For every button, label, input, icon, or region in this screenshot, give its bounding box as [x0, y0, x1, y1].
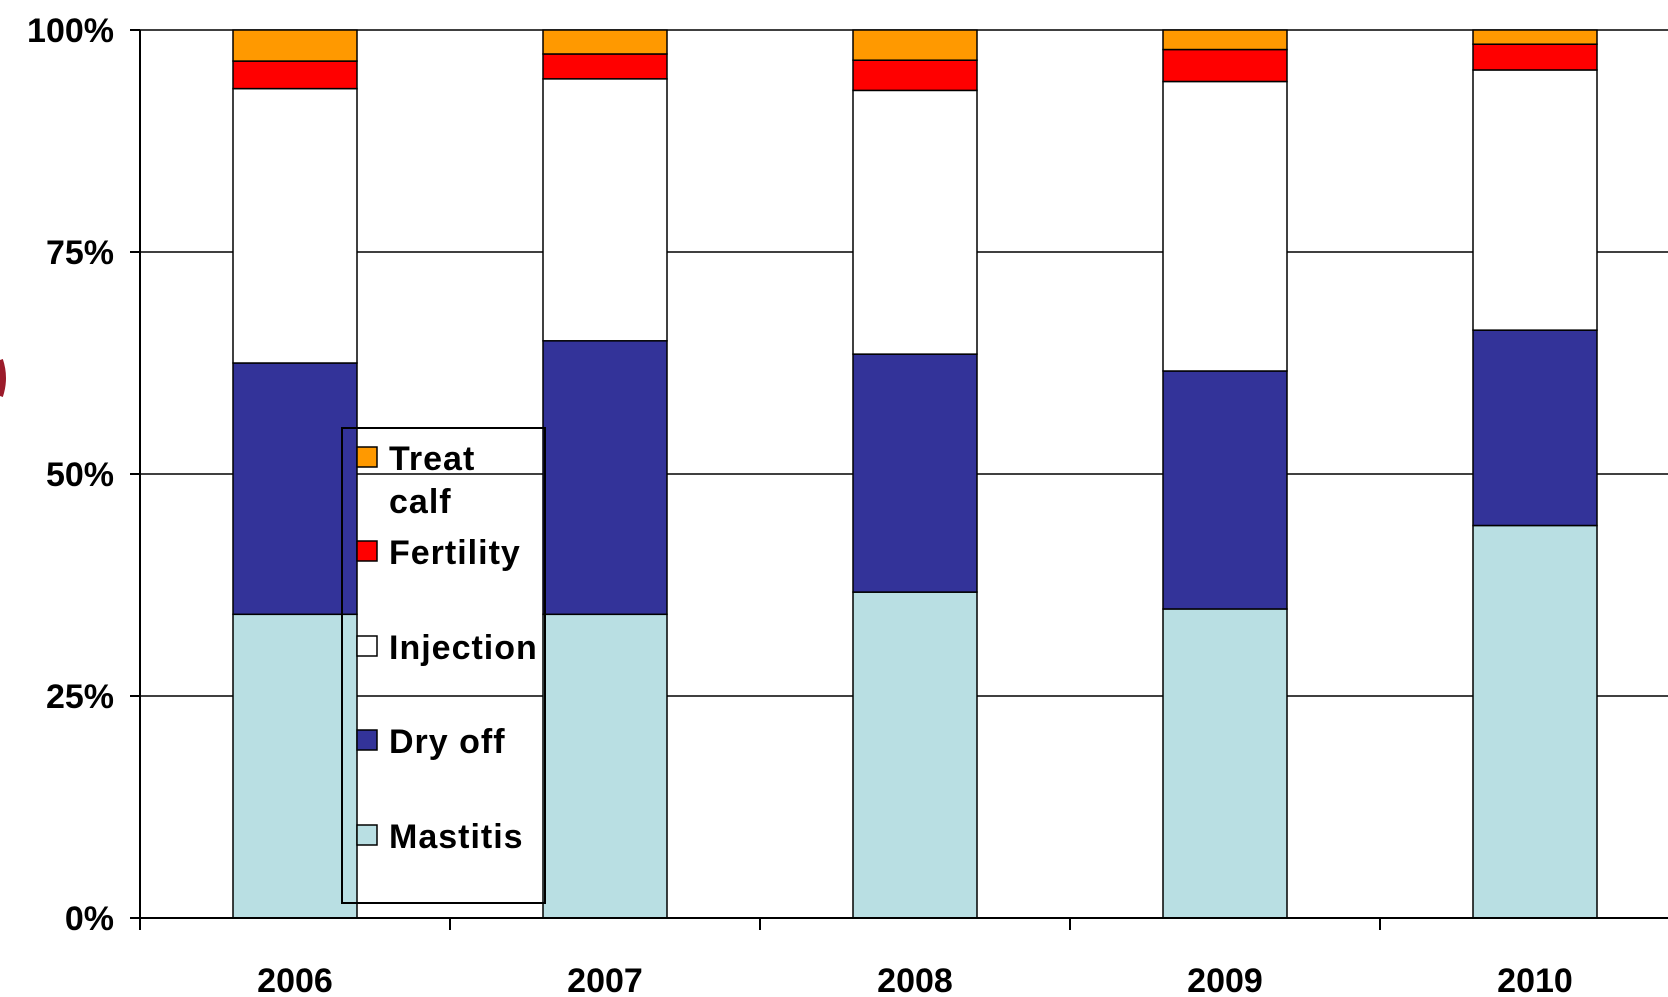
y-tick-labels: 0% 25% 50% 75% 100% [27, 12, 114, 938]
bar-stack-2008 [852, 29, 978, 919]
bar-segment-fertility [1162, 48, 1288, 83]
bars [232, 29, 1598, 919]
bar-segment-fertility [232, 60, 358, 90]
bar-segment-fertility [852, 59, 978, 92]
bar-stack-2007 [542, 29, 668, 919]
y-tick-label: 75% [46, 234, 114, 272]
legend-label-mastitis: Mastitis [389, 818, 524, 856]
bar-segment-treat-calf [1472, 29, 1598, 45]
edge-decoration [0, 359, 6, 397]
x-tick-label: 2007 [567, 962, 643, 997]
bar-segment-fertility [542, 53, 668, 80]
bar-segment-injection [852, 89, 978, 355]
y-tick-label: 25% [46, 678, 114, 716]
bar-segment-mastitis [542, 613, 668, 919]
x-tick-label: 2006 [257, 962, 333, 997]
bar-segment-injection [232, 87, 358, 364]
bar-segment-dry-off [1472, 329, 1598, 527]
x-tick-label: 2008 [877, 962, 953, 997]
legend-swatch-treat-calf [356, 446, 378, 468]
bar-segment-fertility [1472, 43, 1598, 71]
legend-swatch-injection [356, 635, 378, 657]
bar-segment-treat-calf [852, 29, 978, 61]
bar-segment-treat-calf [542, 29, 668, 55]
bar-segment-treat-calf [1162, 29, 1288, 51]
y-tick-label: 100% [27, 12, 114, 50]
legend-label-treat-calf: Treat [389, 440, 475, 478]
bar-segment-mastitis [232, 613, 358, 919]
x-tick-labels: 2006 2007 2008 2009 2010 [257, 962, 1573, 997]
legend: Treat calf Fertility Injection Dry off Mastit… [341, 427, 546, 904]
bar-stack-2010 [1472, 29, 1598, 919]
bar-segment-dry-off [542, 340, 668, 616]
legend-label-fertility: Fertility [389, 534, 521, 572]
legend-label-treat-calf: calf [389, 483, 452, 521]
bar-segment-dry-off [852, 353, 978, 593]
bar-segment-mastitis [1162, 608, 1288, 919]
x-tick-label: 2010 [1497, 962, 1573, 997]
bar-stack-2009 [1162, 29, 1288, 919]
legend-label-dry-off: Dry off [389, 723, 506, 761]
y-tick-label: 50% [46, 456, 114, 494]
bar-segment-treat-calf [232, 29, 358, 62]
bar-stack-2006 [232, 29, 358, 919]
bar-segment-injection [542, 78, 668, 342]
legend-label-injection: Injection [389, 629, 538, 667]
legend-swatch-dry-off [356, 729, 378, 751]
axes [130, 29, 1668, 930]
bar-segment-injection [1162, 80, 1288, 372]
bar-segment-mastitis [852, 591, 978, 919]
legend-swatch-mastitis [356, 824, 378, 846]
bar-segment-injection [1472, 69, 1598, 331]
bar-segment-dry-off [1162, 370, 1288, 610]
y-tick-label: 0% [65, 900, 114, 938]
legend-swatch-fertility [356, 540, 378, 562]
x-tick-label: 2009 [1187, 962, 1263, 997]
legend-box [341, 427, 546, 904]
bar-segment-dry-off [232, 362, 358, 616]
bar-segment-mastitis [1472, 524, 1598, 919]
